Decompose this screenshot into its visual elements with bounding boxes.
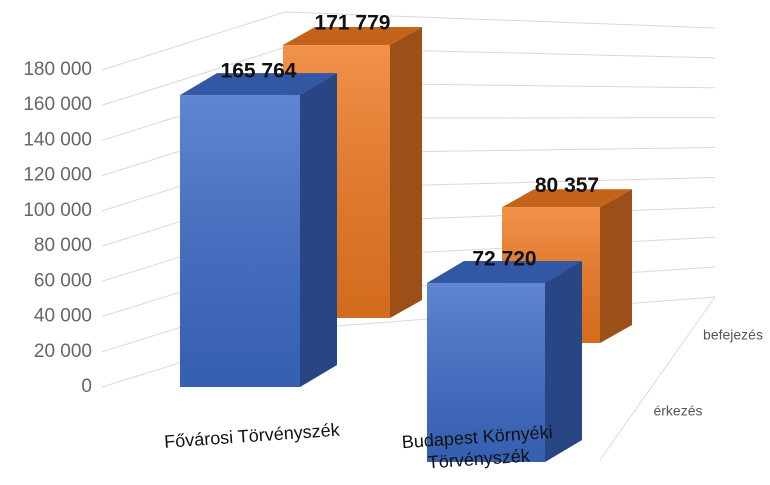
- y-tick-label: 80 000: [34, 235, 92, 256]
- bar-side: [600, 189, 632, 343]
- grid-line: [101, 11, 716, 71]
- depth-axis: [599, 296, 716, 461]
- y-tick-label: 180 000: [23, 59, 92, 80]
- bar-side: [545, 261, 582, 462]
- bar-side: [300, 73, 337, 388]
- y-tick-label: 20 000: [34, 341, 92, 362]
- bar-side-shade: [300, 73, 337, 388]
- bar-top-shade: [283, 27, 422, 46]
- depth-label: befejezés: [703, 327, 763, 343]
- bar-shade: [180, 95, 300, 388]
- y-tick-label: 0: [81, 376, 92, 397]
- bar-top: [180, 73, 337, 96]
- value-label: 165 764: [221, 60, 297, 83]
- bar-side: [390, 27, 422, 318]
- y-tick-label: 140 000: [23, 129, 92, 150]
- bar-side-shade: [600, 189, 632, 343]
- y-tick-label: 60 000: [34, 270, 92, 291]
- bar-top-shade: [180, 73, 337, 96]
- depth-label: érkezés: [653, 403, 702, 419]
- y-tick-label: 120 000: [23, 165, 92, 186]
- value-label: 72 720: [472, 248, 536, 271]
- bar-top: [283, 27, 422, 46]
- value-label: 171 779: [315, 12, 391, 35]
- bar-side-shade: [390, 27, 422, 318]
- bar-top-shade: [502, 189, 632, 208]
- y-tick-label: 40 000: [34, 306, 92, 327]
- x-tick-label: Fővárosi Törvényszék: [164, 420, 342, 452]
- bar-top: [502, 189, 632, 208]
- bar-top-shade: [427, 261, 582, 284]
- y-tick-label: 160 000: [23, 94, 92, 115]
- bar-top: [427, 261, 582, 284]
- bar-side-shade: [545, 261, 582, 462]
- bar-shade: [427, 283, 545, 462]
- value-label: 80 357: [535, 174, 599, 197]
- y-tick-label: 100 000: [23, 200, 92, 221]
